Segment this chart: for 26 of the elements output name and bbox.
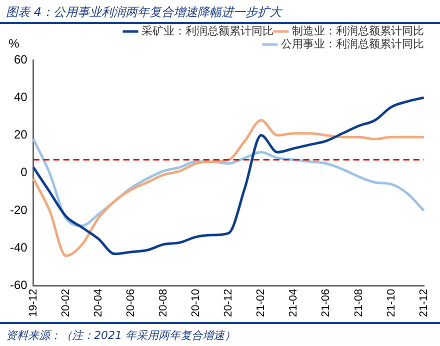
x-tick-label: 20-10 [190,288,202,318]
x-tick-label: 20-02 [60,288,72,318]
y-tick-label: -20 [10,202,28,217]
x-tick-label: 21-08 [352,288,365,318]
x-tick-label: 20-06 [124,288,137,318]
x-tick-label: 21-02 [255,288,268,318]
x-tick-label: 20-08 [158,288,170,318]
x-tick-label: 21-06 [320,288,332,318]
y-tick-label: 0 [20,165,28,180]
legend-label: 制造业：利润总额累计同比 [292,24,424,38]
y-axis-title: % [8,36,20,50]
x-tick-label: 20-12 [222,288,235,318]
x-tick-label: 21-04 [288,288,300,318]
chart-title: 图表 4：公用事业利润两年复合增速降幅进一步扩大 [0,0,440,24]
x-tick-label: 20-04 [92,288,104,318]
x-tick-label: 21-10 [385,288,398,318]
legend-label: 采矿业：利润总额累计同比 [142,24,274,38]
legend-label: 公用事业：利润总额累计同比 [281,37,424,50]
x-tick-label: 21-12 [418,288,430,318]
x-tick-label: 19-12 [27,288,40,318]
y-tick-label: -60 [10,278,28,292]
y-tick-label: -40 [10,240,28,255]
y-tick-label: 40 [14,90,28,104]
text: 资料来源：（注：2021 年采用两年复合增速） [0,322,440,346]
y-tick-label: 60 [14,52,28,66]
y-tick-label: 20 [14,128,28,142]
